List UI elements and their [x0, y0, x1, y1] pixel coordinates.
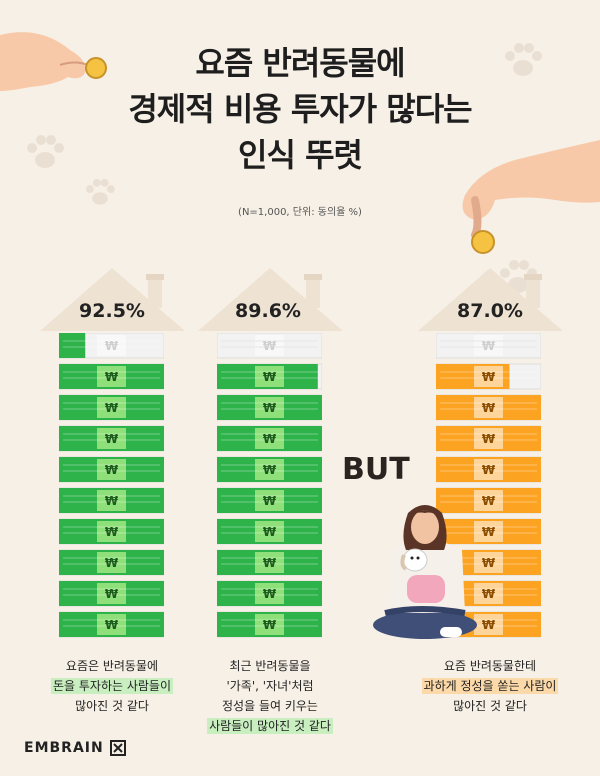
- house-roof-shape: [418, 268, 563, 331]
- won-symbol-icon: ₩: [482, 618, 496, 632]
- woman-holding-dog-illustration: [373, 505, 477, 639]
- money-bill: ₩: [436, 394, 541, 421]
- value-label-3: 87.0%: [457, 300, 523, 322]
- won-symbol-icon: ₩: [263, 556, 277, 570]
- money-bill: ₩: [436, 333, 541, 359]
- won-symbol-icon: ₩: [482, 463, 496, 477]
- brand-logo: EMBRAIN: [24, 740, 126, 756]
- won-symbol-icon: ₩: [105, 339, 119, 353]
- won-symbol-icon: ₩: [105, 618, 119, 632]
- money-bill: ₩: [217, 456, 322, 483]
- caption-line-highlight: 사람들이 많아진 것 같다: [207, 718, 333, 734]
- paw-print-icon: [505, 43, 542, 76]
- chart-subtitle: (N=1,000, 단위: 동의율 %): [238, 207, 362, 218]
- won-symbol-icon: ₩: [263, 618, 277, 632]
- won-symbol-icon: ₩: [482, 370, 496, 384]
- money-bill: ₩: [217, 611, 322, 638]
- caption-line: 최근 반려동물을: [229, 659, 311, 673]
- caption-line: '가족', '자녀'처럼: [226, 679, 314, 693]
- money-bill: ₩: [436, 425, 541, 452]
- caption-line-highlight: 과하게 정성을 쏟는 사람이: [421, 678, 559, 694]
- won-symbol-icon: ₩: [482, 401, 496, 415]
- won-symbol-icon: ₩: [482, 556, 496, 570]
- won-symbol-icon: ₩: [263, 587, 277, 601]
- won-symbol-icon: ₩: [105, 401, 119, 415]
- money-bill: ₩: [436, 487, 541, 514]
- money-bill: ₩: [59, 518, 164, 545]
- caption-2: 최근 반려동물을 '가족', '자녀'처럼 정성을 들여 키우는 사람들이 많아…: [180, 656, 360, 736]
- won-symbol-icon: ₩: [482, 494, 496, 508]
- title-line: 경제적 비용 투자가 많다는: [128, 90, 472, 128]
- coin-icon: [471, 230, 495, 254]
- money-bill: ₩: [217, 549, 322, 576]
- won-symbol-icon: ₩: [482, 432, 496, 446]
- money-bill: ₩: [217, 394, 322, 421]
- money-bill: ₩: [217, 518, 322, 545]
- won-symbol-icon: ₩: [105, 463, 119, 477]
- caption-line: 요즘은 반려동물에: [65, 659, 159, 673]
- money-bill: ₩: [59, 549, 164, 576]
- money-bill: ₩: [59, 394, 164, 421]
- paw-print-icon: [85, 178, 115, 205]
- won-symbol-icon: ₩: [482, 525, 496, 539]
- money-bill: ₩: [217, 363, 322, 390]
- value-label-1: 92.5%: [79, 300, 145, 322]
- hand-with-coin-right-illustration: [462, 140, 600, 254]
- won-symbol-icon: ₩: [105, 370, 119, 384]
- caption-line-highlight: 돈을 투자하는 사람들이: [50, 678, 174, 694]
- won-symbol-icon: ₩: [263, 494, 277, 508]
- money-bill: ₩: [59, 456, 164, 483]
- won-symbol-icon: ₩: [105, 432, 119, 446]
- won-symbol-icon: ₩: [105, 525, 119, 539]
- money-bill: ₩: [217, 425, 322, 452]
- money-bill: ₩: [59, 425, 164, 452]
- money-bill: ₩: [217, 333, 322, 359]
- brand-mark-icon: [109, 740, 126, 756]
- value-label-2: 89.6%: [235, 300, 301, 322]
- money-stack-bar-1: ₩ ₩ ₩ ₩ ₩ ₩ ₩ ₩ ₩ ₩: [59, 333, 164, 638]
- caption-3: 요즘 반려동물한테 과하게 정성을 쏟는 사람이 많아진 것 같다: [390, 656, 590, 716]
- won-symbol-icon: ₩: [263, 432, 277, 446]
- caption-line: 정성을 들여 키우는: [222, 699, 318, 713]
- won-symbol-icon: ₩: [105, 587, 119, 601]
- won-symbol-icon: ₩: [263, 401, 277, 415]
- coin-icon: [85, 57, 107, 79]
- caption-line: 많아진 것 같다: [453, 699, 527, 713]
- money-bill: ₩: [436, 518, 541, 545]
- money-bill: ₩: [59, 580, 164, 607]
- money-bill: ₩: [59, 333, 164, 359]
- money-bill: ₩: [436, 363, 541, 390]
- won-symbol-icon: ₩: [263, 370, 277, 384]
- won-symbol-icon: ₩: [105, 556, 119, 570]
- caption-line: 많아진 것 같다: [75, 699, 149, 713]
- money-stack-bar-2: ₩ ₩ ₩ ₩ ₩ ₩ ₩ ₩ ₩ ₩: [217, 333, 322, 638]
- money-bill: ₩: [217, 487, 322, 514]
- title-line: 인식 뚜렷: [238, 136, 363, 174]
- won-symbol-icon: ₩: [263, 339, 277, 353]
- money-bill: ₩: [59, 363, 164, 390]
- won-symbol-icon: ₩: [263, 463, 277, 477]
- paw-print-icon: [27, 135, 64, 168]
- caption-line: 요즘 반려동물한테: [443, 659, 537, 673]
- money-bill: ₩: [59, 487, 164, 514]
- won-symbol-icon: ₩: [482, 339, 496, 353]
- but-label: BUT: [342, 452, 410, 487]
- won-symbol-icon: ₩: [263, 525, 277, 539]
- caption-1: 요즘은 반려동물에 돈을 투자하는 사람들이 많아진 것 같다: [22, 656, 202, 716]
- house-roof-shape: [198, 268, 343, 331]
- money-bill: ₩: [59, 611, 164, 638]
- house-roof-shape: [40, 268, 185, 331]
- brand-name: EMBRAIN: [24, 740, 104, 756]
- money-bill: ₩: [217, 580, 322, 607]
- page-title: 요즘 반려동물에 경제적 비용 투자가 많다는 인식 뚜렷: [0, 40, 600, 178]
- won-symbol-icon: ₩: [105, 494, 119, 508]
- money-bill: ₩: [436, 456, 541, 483]
- hand-with-coin-left-illustration: [0, 32, 107, 91]
- won-symbol-icon: ₩: [482, 587, 496, 601]
- title-line: 요즘 반려동물에: [195, 44, 405, 82]
